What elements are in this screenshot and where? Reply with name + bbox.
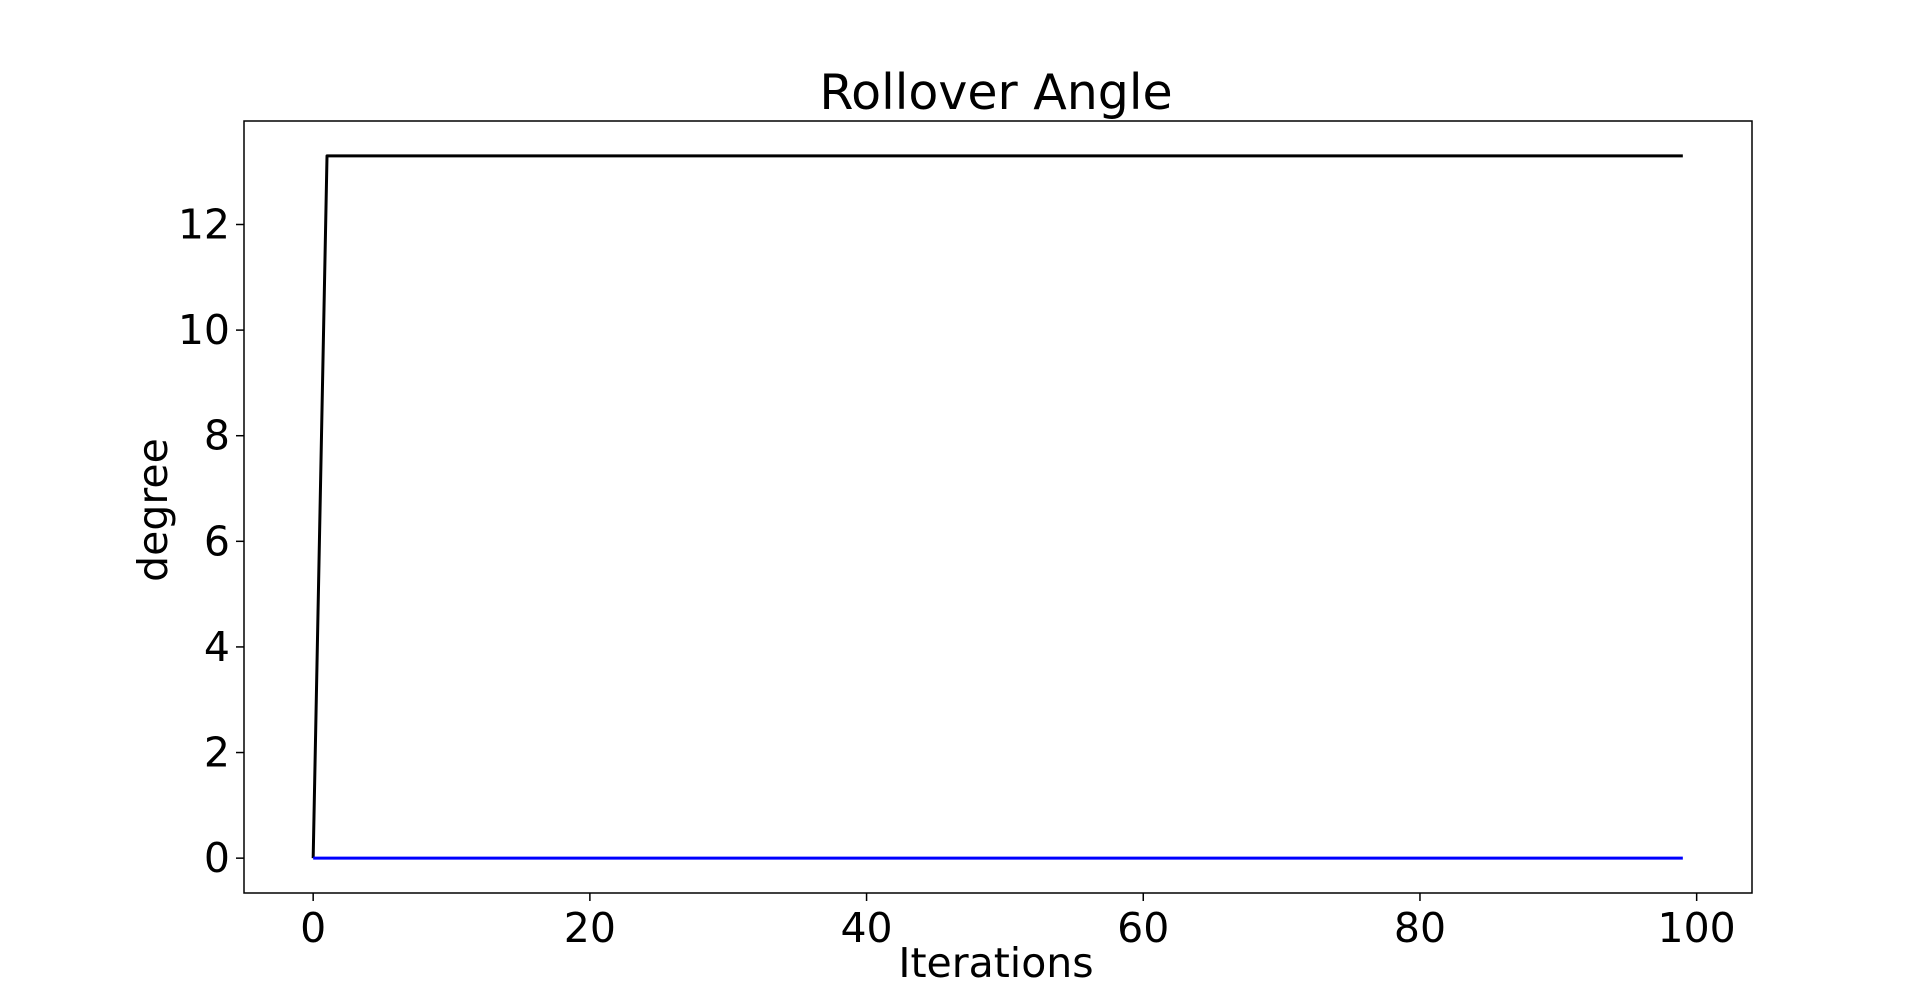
y-tick-label: 12 [178, 200, 230, 248]
y-tick-label: 2 [204, 729, 230, 777]
x-tick-label: 60 [1117, 904, 1169, 952]
y-tick-label: 10 [178, 306, 230, 354]
x-tick-label: 100 [1658, 904, 1736, 952]
y-axis: 0 2 4 6 8 10 12 [178, 200, 244, 882]
chart-title: Rollover Angle [819, 64, 1172, 121]
x-tick-label: 0 [300, 904, 326, 952]
y-tick-label: 8 [204, 412, 230, 460]
x-tick-label: 20 [564, 904, 616, 952]
x-axis: 0 20 40 60 80 100 [300, 893, 1736, 952]
series-line-1 [311, 154, 1683, 859]
y-tick-label: 6 [204, 517, 230, 565]
y-axis-label: degree [129, 438, 177, 582]
series-layer [311, 154, 1683, 860]
x-tick-label: 80 [1394, 904, 1446, 952]
x-tick-label: 40 [840, 904, 892, 952]
y-tick-label: 4 [204, 623, 230, 671]
plot-frame [243, 120, 1753, 894]
x-axis-label: Iterations [898, 939, 1093, 987]
y-tick-label: 0 [204, 834, 230, 882]
